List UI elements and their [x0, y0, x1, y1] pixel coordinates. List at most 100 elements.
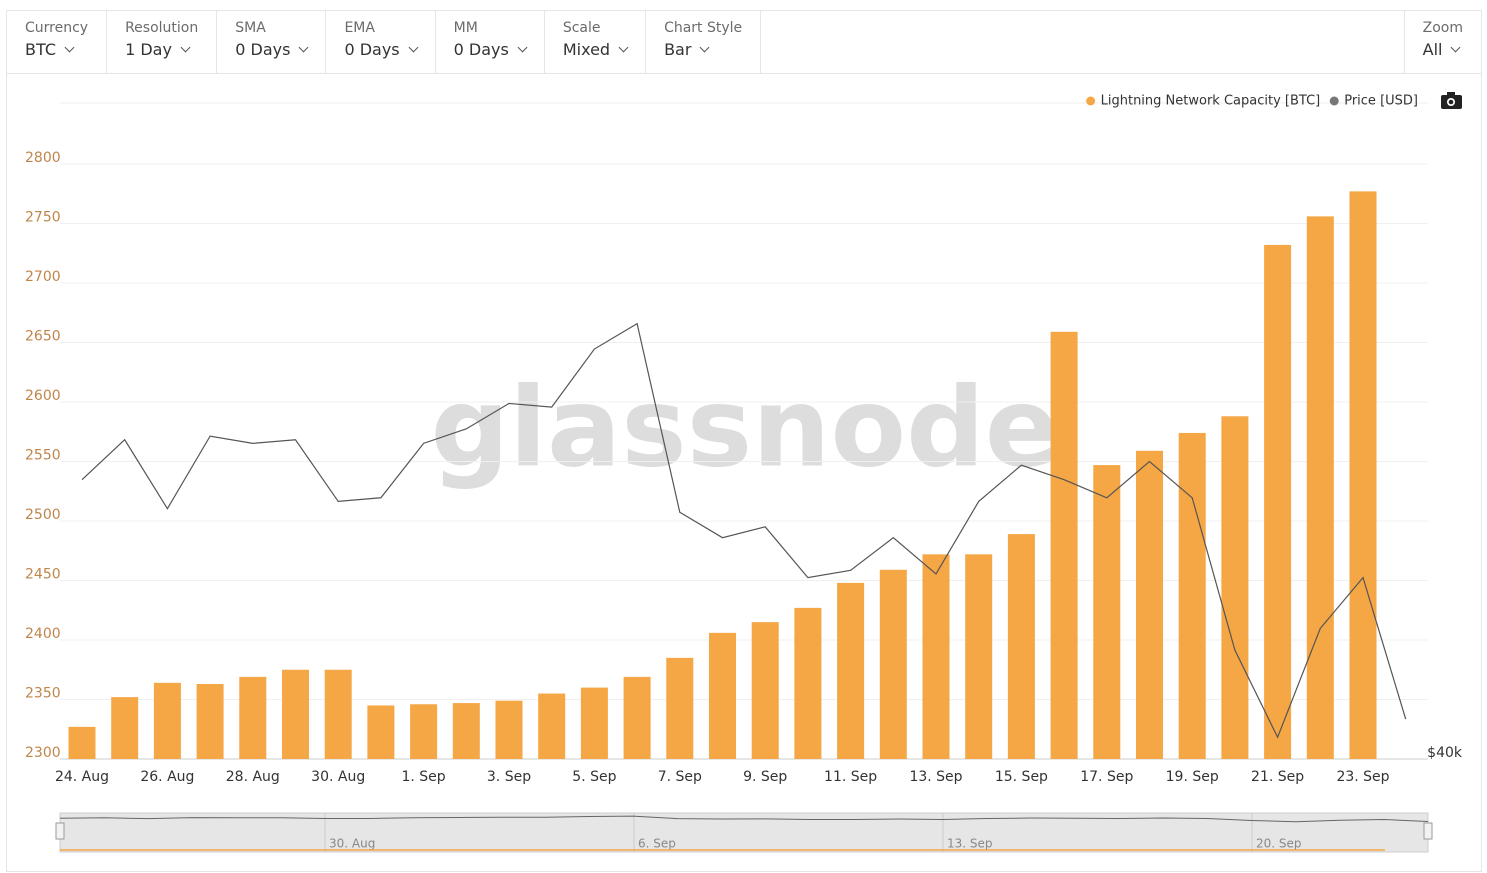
- bar: [111, 697, 139, 759]
- dropdown-value: 0 Days: [344, 40, 416, 59]
- navigator-handle[interactable]: [1423, 822, 1433, 840]
- dropdown-value: 0 Days: [454, 40, 526, 59]
- y-tick-label: 2800: [25, 150, 61, 166]
- y-tick-label: 2700: [25, 269, 61, 285]
- dropdown-label: Currency: [25, 20, 89, 36]
- legend-dot: [1329, 96, 1339, 106]
- toolbar: Currency BTC Resolution 1 Day SMA 0 Days EMA 0 …: [7, 11, 1481, 74]
- dropdown-value: 0 Days: [235, 40, 307, 59]
- dropdown-label: EMA: [344, 20, 375, 36]
- bar: [1007, 534, 1035, 759]
- x-tick-label: 30. Aug: [311, 769, 365, 785]
- bar: [1050, 331, 1078, 759]
- y-tick-label: 2400: [25, 626, 61, 642]
- y-tick-label: 2750: [25, 210, 61, 226]
- y-tick-label: 2350: [25, 686, 61, 702]
- x-tick-label: 21. Sep: [1251, 769, 1304, 785]
- dropdown-value: BTC: [25, 40, 88, 59]
- x-tick-label: 28. Aug: [226, 769, 280, 785]
- bar: [1349, 191, 1377, 759]
- navigator-label: 20. Sep: [1256, 837, 1302, 851]
- dropdown[interactable]: Scale Mixed: [545, 11, 647, 73]
- navigator-label: 6. Sep: [638, 837, 676, 851]
- navigator-label: 30. Aug: [329, 837, 375, 851]
- bar: [922, 554, 950, 759]
- bar: [794, 607, 822, 759]
- dropdown-value: Bar: [664, 40, 742, 59]
- navigator: [59, 812, 1429, 853]
- camera-icon[interactable]: [1441, 92, 1462, 109]
- bar: [837, 582, 865, 759]
- y-tick-label: 2600: [25, 388, 61, 404]
- x-tick-label: 17. Sep: [1080, 769, 1133, 785]
- bar: [324, 669, 352, 759]
- bar: [1136, 450, 1163, 759]
- dropdown-value: All: [1423, 40, 1463, 59]
- bar: [410, 704, 438, 759]
- dropdown[interactable]: Chart Style Bar: [646, 11, 762, 73]
- dropdown-label: SMA: [235, 20, 266, 36]
- bar: [751, 622, 779, 759]
- dropdown-label: MM: [453, 20, 478, 36]
- x-tick-label: 5. Sep: [572, 769, 616, 785]
- x-tick-label: 19. Sep: [1166, 769, 1219, 785]
- y2-tick-label: $40k: [1427, 745, 1463, 761]
- y-tick-label: 2300: [25, 745, 61, 761]
- legend-dot: [1086, 96, 1096, 106]
- bar: [196, 684, 224, 759]
- legend-label: Lightning Network Capacity [BTC]: [1101, 94, 1321, 109]
- bar: [538, 693, 566, 759]
- x-tick-label: 15. Sep: [995, 769, 1048, 785]
- y-tick-label: 2500: [25, 507, 61, 523]
- bar: [580, 687, 608, 759]
- bar: [709, 632, 736, 759]
- x-tick-label: 3. Sep: [487, 769, 531, 785]
- bar: [68, 726, 96, 759]
- bar: [1178, 432, 1206, 759]
- dropdown-value: 1 Day: [125, 40, 198, 59]
- bar: [1306, 216, 1334, 760]
- y-tick-label: 2650: [25, 329, 61, 345]
- bar: [879, 569, 907, 759]
- navigator-handle[interactable]: [55, 822, 65, 840]
- dropdown-label: Resolution: [125, 20, 199, 36]
- dropdown[interactable]: Currency BTC: [7, 11, 108, 73]
- bar: [495, 700, 523, 759]
- dropdown-label: Scale: [562, 20, 601, 36]
- chart-frame: Currency BTC Resolution 1 Day SMA 0 Days EMA 0 …: [6, 10, 1482, 872]
- x-tick-label: 1. Sep: [401, 769, 445, 785]
- dropdown[interactable]: EMA 0 Days: [326, 11, 436, 73]
- dropdown-value: Mixed: [563, 40, 627, 59]
- x-tick-label: 9. Sep: [743, 769, 787, 785]
- bar: [1221, 416, 1249, 759]
- x-tick-label: 13. Sep: [909, 769, 962, 785]
- x-tick-label: 23. Sep: [1336, 769, 1389, 785]
- x-tick-label: 11. Sep: [824, 769, 877, 785]
- dropdown-label: Chart Style: [664, 20, 743, 36]
- x-tick-label: 24. Aug: [55, 769, 109, 785]
- zoom-dropdown[interactable]: Zoom All: [1403, 11, 1481, 73]
- y-tick-label: 2550: [25, 448, 61, 464]
- navigator-line: [59, 815, 1429, 823]
- bar: [623, 676, 651, 759]
- watermark: glassnode: [431, 363, 1060, 491]
- bar: [367, 705, 395, 759]
- x-tick-label: 7. Sep: [658, 769, 702, 785]
- dropdown[interactable]: SMA 0 Days: [217, 11, 327, 73]
- bar: [965, 554, 993, 759]
- dropdown[interactable]: MM 0 Days: [436, 11, 545, 73]
- navigator-label: 13. Sep: [947, 837, 993, 851]
- bar: [153, 682, 181, 759]
- legend-label: Price [USD]: [1344, 94, 1418, 109]
- x-tick-label: 26. Aug: [140, 769, 194, 785]
- bar: [239, 676, 267, 759]
- dropdown-label: Zoom: [1422, 20, 1463, 36]
- bar: [1264, 244, 1292, 760]
- bar: [452, 703, 480, 759]
- dropdown[interactable]: Resolution 1 Day: [107, 11, 218, 73]
- y-tick-label: 2450: [25, 567, 61, 583]
- bar: [1093, 465, 1121, 759]
- price-line: [81, 322, 1407, 739]
- bar: [282, 669, 309, 759]
